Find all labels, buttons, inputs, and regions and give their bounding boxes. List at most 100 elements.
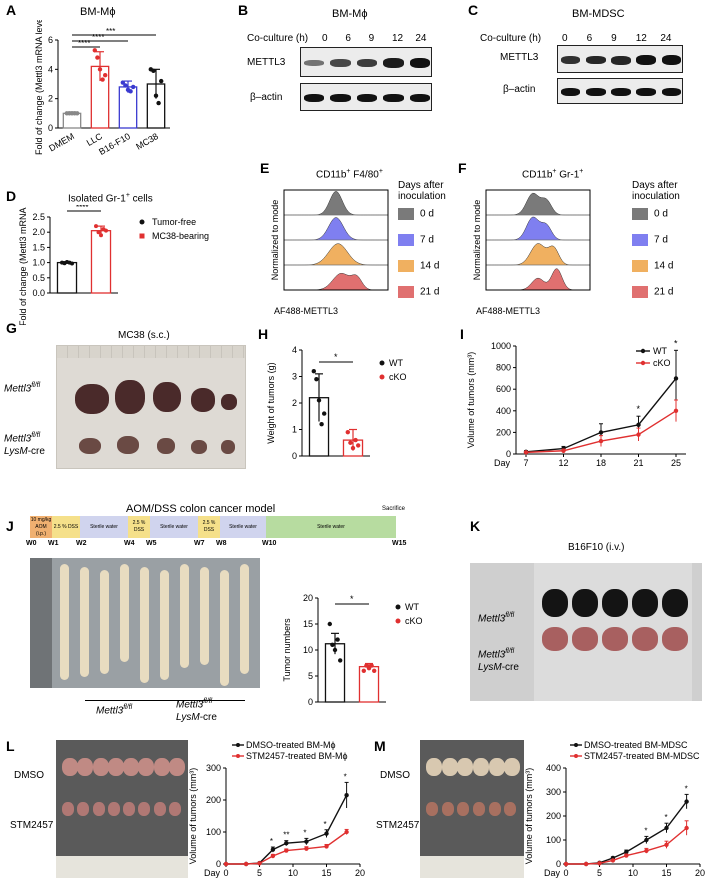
- sig-label: *: [334, 352, 338, 362]
- blot-band: [330, 59, 351, 67]
- sig-label: ***: [106, 27, 115, 36]
- legend-label: cKO: [405, 616, 423, 626]
- legend-marker: [640, 348, 646, 354]
- y-tick-label: 0.5: [32, 273, 45, 283]
- tumor: [504, 802, 517, 816]
- panel-letter-g: G: [6, 320, 17, 336]
- panel-g-title: MC38 (s.c.): [118, 330, 170, 341]
- sig-label: ****: [76, 205, 88, 212]
- panel-i-chart: 0 200 400 600 800 1000 Day 7 12 18 21 25 Volume of t…: [466, 338, 686, 468]
- panel-letter-d: D: [6, 188, 17, 204]
- data-point: [350, 445, 356, 451]
- blot-band: [611, 55, 631, 65]
- week-label: W4: [124, 540, 135, 547]
- sig-label: *: [324, 820, 327, 829]
- colon: [140, 567, 149, 683]
- y-tick-label: 100: [546, 835, 561, 845]
- y-tick-label: 1.5: [32, 242, 45, 252]
- data-point: [597, 861, 602, 866]
- legend-label: 7 d: [420, 234, 434, 246]
- legend-item: 7 d: [398, 234, 466, 254]
- sig-label: *: [674, 338, 678, 348]
- series-line: [226, 831, 348, 865]
- panel-b-coculture: Co-culture (h): [247, 33, 309, 44]
- timeline-segment: Sterile water: [80, 516, 128, 538]
- tumor: [473, 802, 485, 816]
- sig-label: *: [665, 813, 668, 822]
- y-tick-label: 1000: [491, 341, 511, 351]
- panel-j-model-title: AOM/DSS colon cancer model: [126, 503, 276, 515]
- x-prefix: Day: [204, 868, 221, 878]
- y-tick-label: 600: [496, 384, 511, 394]
- panel-k-row2: Mettl3fl/fl: [478, 648, 515, 661]
- time-label: 24: [660, 33, 672, 44]
- y-tick-label: 2: [292, 398, 297, 408]
- data-point: [673, 408, 679, 413]
- panel-c-times: 0 6 9 12 24: [562, 33, 680, 47]
- data-point: [257, 861, 262, 866]
- x-tick-label: 12: [558, 458, 568, 468]
- panel-f-title: CD11b+ Gr-1+: [522, 168, 584, 181]
- time-label: 12: [392, 33, 404, 44]
- tumor: [426, 758, 442, 776]
- legend-marker: [236, 754, 240, 758]
- panel-letter-f: F: [458, 160, 467, 176]
- lung: [572, 589, 598, 617]
- panel-k-row1: Mettl3fl/fl: [478, 612, 515, 625]
- y-tick-label: 0: [506, 449, 511, 459]
- blot-b-actin: [300, 83, 432, 111]
- blot-b-mettl3: [300, 47, 432, 77]
- y-axis-label: Volume of tumors (mm³): [466, 352, 476, 449]
- timeline-segment: Sterile water: [266, 516, 396, 538]
- data-point: [95, 55, 100, 60]
- legend-item: 0 d: [632, 208, 710, 228]
- data-point: [563, 861, 569, 867]
- y-tick-label: 0: [292, 451, 297, 461]
- legend-marker: [395, 604, 401, 610]
- legend-item: 21 d: [398, 286, 466, 306]
- legend-marker: [574, 754, 578, 758]
- data-point: [70, 261, 74, 266]
- data-point: [284, 848, 289, 853]
- panel-letter-l: L: [6, 738, 15, 754]
- data-point: [284, 841, 289, 846]
- legend-label: 0 d: [420, 208, 434, 220]
- x-tick-label: 5: [597, 868, 602, 878]
- legend-e-title1: Days after: [398, 180, 444, 191]
- y-tick-label: 2.5: [32, 212, 45, 222]
- blot-band: [303, 60, 325, 66]
- legend-label: STM2457-treated BM-MDSC: [584, 751, 700, 761]
- data-point: [361, 668, 366, 673]
- tumor: [221, 394, 237, 410]
- panel-e-histogram: Normalized to mode AF488-METTL3: [270, 189, 389, 316]
- data-point: [92, 48, 98, 53]
- data-point: [322, 411, 327, 416]
- legend-item: 0 d: [398, 208, 466, 228]
- histogram-peak: [486, 192, 590, 216]
- y-axis-label: Volume of tumors (mm³): [188, 768, 198, 865]
- tumor: [473, 758, 489, 776]
- data-point: [223, 861, 229, 867]
- data-point: [356, 443, 361, 448]
- data-point: [123, 83, 128, 88]
- legend-marker: [236, 743, 240, 747]
- tumor: [191, 440, 207, 454]
- panel-letter-h: H: [258, 326, 269, 342]
- y-axis-label: Fold of change (Mettl3 mRNA level): [34, 20, 44, 155]
- y-axis-label: Fold of change (Mettl3 mRNA level): [18, 205, 28, 325]
- data-point: [327, 621, 332, 627]
- tumor: [123, 758, 139, 776]
- data-point: [610, 858, 616, 863]
- tumor: [62, 758, 78, 776]
- y-tick-label: 0: [308, 697, 313, 707]
- panel-g-photo: [56, 345, 246, 469]
- tumor: [138, 758, 155, 776]
- histogram-peak: [284, 217, 388, 241]
- panel-letter-b: B: [238, 2, 249, 18]
- tumor: [92, 758, 109, 776]
- panel-letter-j: J: [6, 518, 14, 534]
- panel-j-photo: [30, 558, 260, 688]
- panel-j-weeks: W0 W1 W2 W4 W5 W7 W8 W10 W15: [26, 540, 410, 552]
- legend-swatch: [398, 286, 414, 298]
- y-tick-label: 2: [48, 94, 53, 104]
